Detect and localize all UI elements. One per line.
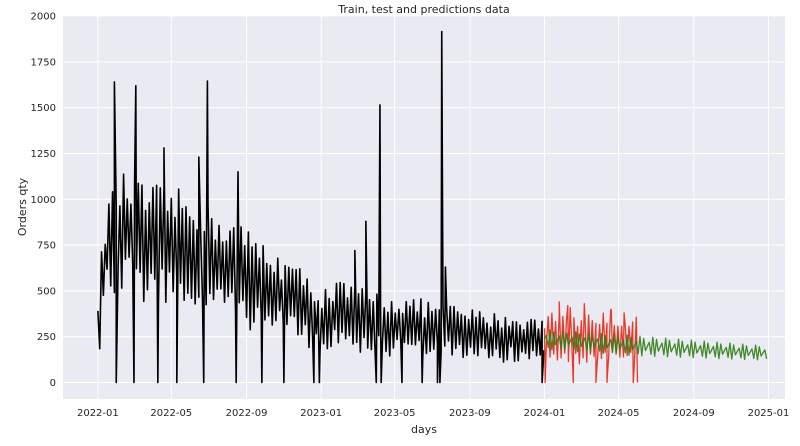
x-axis-title: days — [411, 423, 437, 436]
series-lines — [97, 30, 768, 384]
x-tick-label: 2024-05 — [598, 408, 640, 419]
x-tick-label: 2023-09 — [449, 408, 491, 419]
y-tick-label: 500 — [37, 286, 56, 297]
x-tick-label: 2023-05 — [374, 408, 416, 419]
y-tick-label: 1750 — [31, 57, 56, 68]
chart-title: Train, test and predictions data — [337, 3, 509, 16]
x-tick-label: 2024-09 — [673, 408, 715, 419]
y-tick-label: 1500 — [31, 103, 56, 114]
x-tick-label: 2025-01 — [748, 408, 790, 419]
x-tick-label: 2023-01 — [300, 408, 342, 419]
x-tick-label: 2022-05 — [150, 408, 192, 419]
x-tick-label: 2022-09 — [226, 408, 268, 419]
x-tick-labels: 2022-01 2022-05 2022-09 2023-01 2023-05 2023-… — [77, 408, 789, 419]
series-line-predictions — [543, 329, 768, 361]
y-tick-label: 1000 — [31, 195, 56, 206]
x-tick-label: 2022-01 — [77, 408, 119, 419]
x-tick-label: 2024-01 — [524, 408, 566, 419]
y-tick-label: 1250 — [31, 149, 56, 160]
y-tick-label: 2000 — [31, 12, 56, 23]
y-tick-labels: 0 250 500 750 1000 1250 1500 1750 2000 — [31, 12, 56, 390]
series-line-train — [97, 30, 545, 384]
y-tick-label: 250 — [37, 332, 56, 343]
y-axis-title: Orders qty — [16, 177, 29, 236]
y-tick-label: 750 — [37, 241, 56, 252]
y-tick-label: 0 — [50, 378, 56, 389]
